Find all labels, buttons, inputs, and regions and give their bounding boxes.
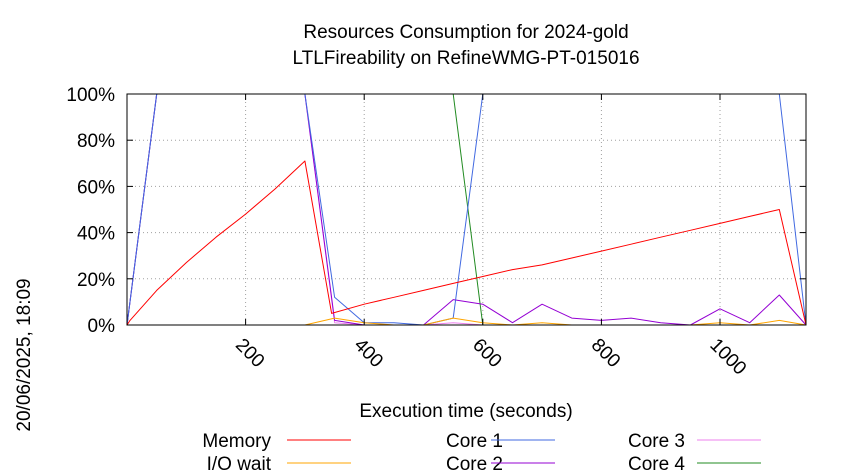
grid (127, 94, 806, 325)
x-axis-ticks: 200 400 600 800 1000 (231, 94, 750, 379)
series-line-core-2 (126, 93, 807, 326)
x-tick-label: 200 (231, 335, 268, 372)
side-timestamp-label: 20/06/2025, 18:09 (14, 278, 35, 431)
series-line-core-1 (126, 93, 807, 326)
legend-label-core-1: Core 1 (446, 431, 503, 452)
plot-frame (126, 93, 807, 326)
y-tick-label: 40% (77, 224, 115, 245)
x-tick-label: 400 (350, 335, 387, 372)
legend-label-i-o-wait: I/O wait (207, 454, 272, 475)
chart-subtitle: LTLFireability on RefineWMG-PT-015016 (292, 48, 639, 69)
x-tick-label: 1000 (705, 335, 750, 380)
series-layer (126, 93, 807, 326)
y-tick-label: 20% (77, 270, 115, 291)
legend-label-core-4: Core 4 (628, 454, 685, 475)
chart-title: Resources Consumption for 2024-gold (303, 22, 628, 43)
x-axis-label: Execution time (seconds) (359, 401, 572, 422)
y-tick-label: 100% (66, 85, 115, 106)
x-tick-label: 800 (587, 335, 624, 372)
legend-label-core-3: Core 3 (628, 431, 685, 452)
legend-label-memory: Memory (202, 431, 271, 452)
y-tick-label: 0% (88, 316, 116, 337)
series-line-core-4 (126, 93, 806, 326)
legend-label-core-2: Core 2 (446, 454, 503, 475)
y-axis-ticks: 0% 20% 40% 60% 80% 100% (66, 85, 806, 337)
series-line-memory (126, 160, 807, 326)
series-line-core-3 (126, 93, 806, 326)
y-tick-label: 60% (77, 177, 115, 198)
y-tick-label: 80% (77, 131, 115, 152)
x-tick-label: 600 (468, 335, 505, 372)
